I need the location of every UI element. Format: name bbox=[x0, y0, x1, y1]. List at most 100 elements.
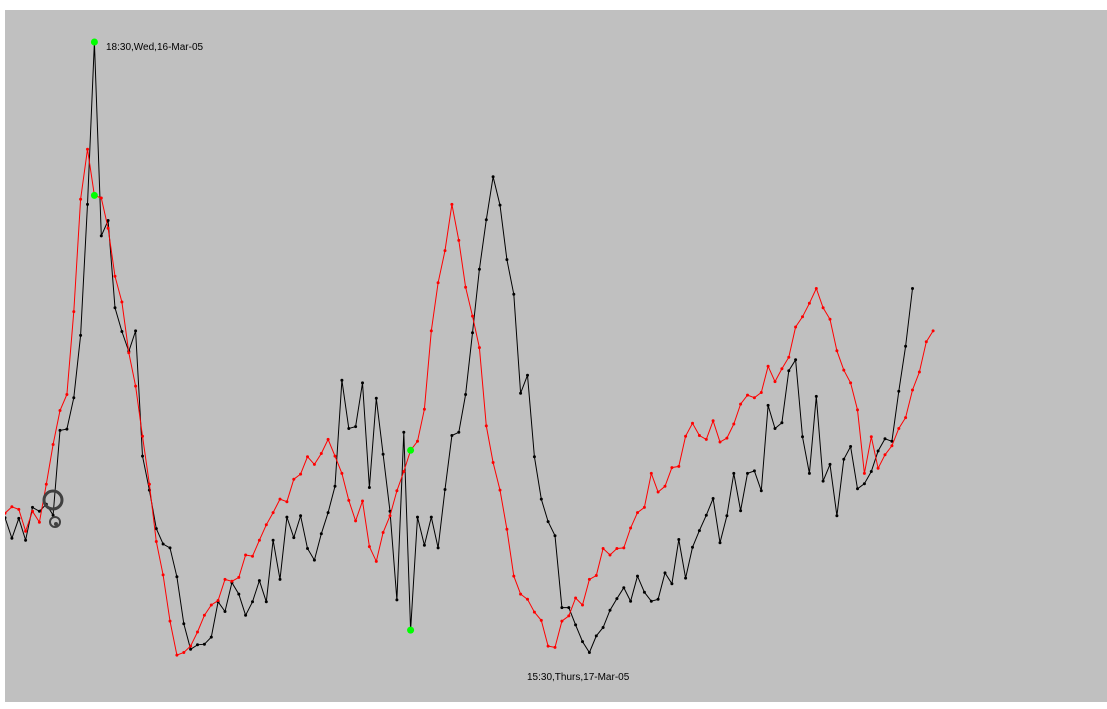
series-0-point-106 bbox=[732, 471, 736, 475]
series-1-point-45 bbox=[312, 462, 316, 466]
cursor-outer-ring bbox=[42, 489, 64, 511]
series-1-point-0 bbox=[5, 511, 7, 515]
series-1-point-58 bbox=[402, 470, 406, 473]
series-0-point-58 bbox=[402, 430, 406, 434]
series-0-point-69 bbox=[477, 267, 481, 271]
series-0-point-81 bbox=[560, 606, 564, 610]
series-0-point-89 bbox=[615, 597, 619, 601]
cursor-widget[interactable] bbox=[42, 489, 64, 528]
series-1-point-117 bbox=[807, 301, 811, 305]
series-1-point-51 bbox=[354, 519, 358, 523]
series-0-point-48 bbox=[333, 484, 337, 488]
series-1-point-131 bbox=[904, 416, 908, 420]
series-1-point-92 bbox=[636, 511, 639, 515]
series-0-point-12 bbox=[86, 202, 89, 206]
series-1-point-35 bbox=[244, 553, 248, 557]
series-layer bbox=[5, 40, 935, 657]
series-0-point-85 bbox=[587, 651, 591, 654]
annotation-layer: 18:30,Wed,16-Mar-05 15:30,Thurs,17-Mar-0… bbox=[106, 42, 630, 683]
highlight-marker-1[interactable] bbox=[90, 191, 98, 199]
series-1-point-98 bbox=[677, 464, 681, 468]
series-1-point-57 bbox=[395, 489, 399, 493]
series-1-point-27 bbox=[189, 644, 193, 648]
series-1-point-84 bbox=[581, 603, 584, 607]
series-1-point-82 bbox=[567, 614, 571, 618]
highlight-marker-2[interactable] bbox=[407, 626, 415, 634]
highlight-marker-0[interactable] bbox=[90, 38, 98, 46]
series-0-point-96 bbox=[663, 571, 667, 575]
series-1-point-73 bbox=[505, 527, 509, 531]
series-0-point-107 bbox=[739, 509, 743, 513]
series-0-point-99 bbox=[684, 576, 688, 580]
series-0-point-30 bbox=[209, 635, 213, 639]
series-1-point-24 bbox=[168, 619, 172, 623]
series-1-point-15 bbox=[106, 226, 110, 230]
series-1-point-121 bbox=[835, 349, 839, 353]
series-0-point-22 bbox=[154, 527, 158, 531]
series-0-point-54 bbox=[374, 396, 378, 400]
series-1-point-23 bbox=[161, 573, 165, 577]
series-1-point-53 bbox=[367, 545, 371, 549]
series-0-point-127 bbox=[876, 449, 880, 453]
series-1-point-75 bbox=[519, 592, 523, 596]
series-1-point-115 bbox=[794, 325, 798, 329]
series-1-point-54 bbox=[374, 559, 378, 563]
series-1-point-79 bbox=[546, 644, 550, 648]
series-1-point-133 bbox=[917, 370, 921, 374]
series-1-point-97 bbox=[670, 466, 674, 470]
series-1-point-26 bbox=[182, 651, 186, 654]
series-0-point-26 bbox=[182, 622, 186, 626]
series-1-point-50 bbox=[347, 498, 351, 502]
series-1-point-12 bbox=[86, 147, 89, 151]
series-1-point-19 bbox=[134, 384, 138, 388]
series-1-point-63 bbox=[436, 281, 440, 285]
trough-annotation: 15:30,Thurs,17-Mar-05 bbox=[527, 672, 630, 683]
series-0-point-113 bbox=[780, 421, 784, 425]
series-0-point-117 bbox=[807, 471, 811, 475]
series-1-point-40 bbox=[278, 497, 282, 501]
series-0-point-23 bbox=[161, 542, 165, 546]
series-0-point-91 bbox=[629, 599, 633, 603]
series-0-point-72 bbox=[498, 203, 502, 207]
series-0-point-15 bbox=[106, 219, 110, 222]
series-0-point-97 bbox=[670, 582, 674, 586]
series-0-point-104 bbox=[718, 541, 722, 545]
series-1-point-118 bbox=[814, 287, 818, 290]
series-1-point-104 bbox=[718, 440, 722, 444]
series-1-point-90 bbox=[622, 546, 626, 550]
series-1-point-89 bbox=[615, 547, 619, 550]
series-1-point-132 bbox=[911, 388, 914, 392]
series-1-point-16 bbox=[113, 274, 117, 278]
series-0-point-92 bbox=[636, 574, 639, 578]
series-0-point-61 bbox=[422, 543, 426, 547]
highlight-marker-3[interactable] bbox=[407, 446, 415, 454]
series-1-point-134 bbox=[924, 340, 928, 344]
series-1-point-33 bbox=[230, 579, 234, 583]
series-0-point-1 bbox=[10, 536, 14, 540]
series-1-point-122 bbox=[842, 368, 846, 372]
series-0-point-46 bbox=[319, 532, 323, 536]
series-0-point-78 bbox=[539, 497, 543, 501]
series-1-point-99 bbox=[684, 434, 688, 438]
series-0-point-76 bbox=[526, 373, 529, 377]
series-1-point-9 bbox=[65, 393, 69, 396]
series-1-point-130 bbox=[897, 427, 901, 430]
series-1-point-21 bbox=[147, 482, 151, 486]
series-1-point-113 bbox=[780, 367, 784, 371]
series-1-point-72 bbox=[498, 488, 502, 492]
series-0-point-38 bbox=[264, 600, 268, 604]
series-1-point-47 bbox=[326, 437, 330, 441]
series-0-point-24 bbox=[168, 546, 172, 550]
series-1-point-71 bbox=[491, 461, 495, 464]
series-1-point-85 bbox=[587, 577, 591, 581]
series-1-point-120 bbox=[828, 317, 832, 321]
series-1-point-4 bbox=[31, 509, 34, 513]
series-1-point-135 bbox=[931, 329, 935, 333]
series-1-point-114 bbox=[787, 355, 791, 359]
series-1-point-42 bbox=[292, 477, 296, 481]
series-1-point-3 bbox=[24, 529, 28, 533]
series-0-point-111 bbox=[766, 403, 770, 407]
series-0-point-120 bbox=[828, 462, 832, 466]
series-1-point-62 bbox=[429, 329, 433, 333]
series-1-line bbox=[5, 149, 934, 656]
